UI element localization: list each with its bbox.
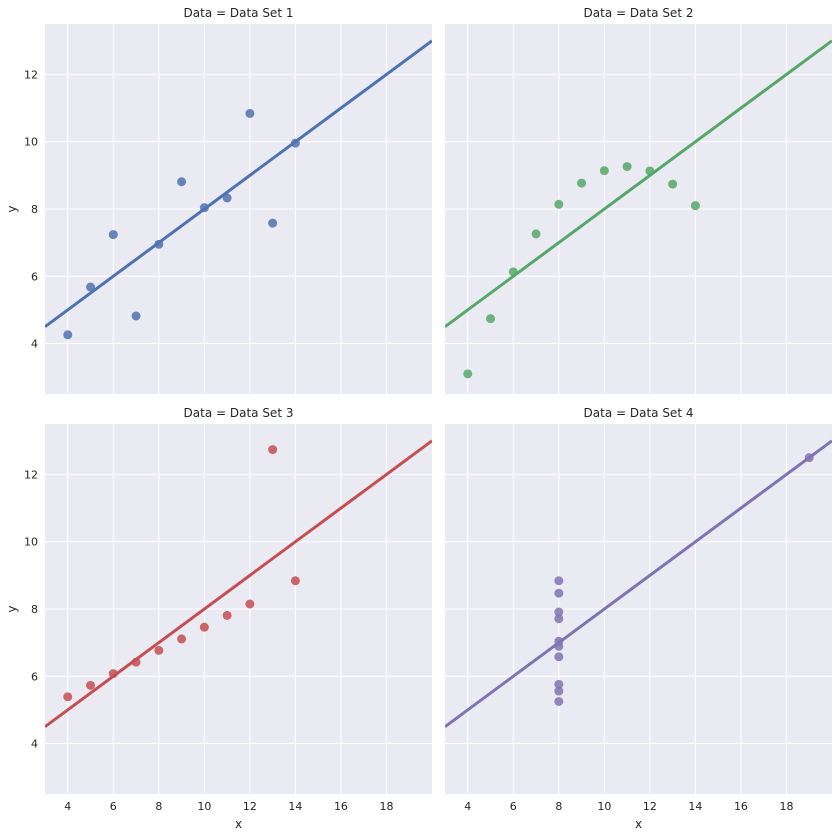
y-axis-label: y <box>5 205 19 212</box>
data-point <box>668 179 678 189</box>
x-tick-label: 8 <box>555 800 562 813</box>
data-point <box>108 669 118 679</box>
data-point <box>554 576 564 586</box>
x-tick-label: 10 <box>597 800 611 813</box>
y-tick-label: 10 <box>24 536 38 549</box>
x-tick-label: 16 <box>334 800 348 813</box>
data-point <box>554 686 564 696</box>
x-tick-label: 12 <box>643 800 657 813</box>
data-point <box>531 229 541 239</box>
data-point <box>290 576 300 586</box>
data-point <box>108 230 118 240</box>
x-tick-label: 8 <box>155 800 162 813</box>
y-tick-label: 10 <box>24 136 38 149</box>
data-point <box>599 166 609 176</box>
data-point <box>199 203 209 213</box>
data-point <box>131 657 141 667</box>
x-tick-label: 4 <box>464 800 471 813</box>
data-point <box>577 178 587 188</box>
data-point <box>177 634 187 644</box>
facet-title: Data = Data Set 1 <box>184 6 294 20</box>
x-tick-label: 4 <box>64 800 71 813</box>
data-point <box>86 680 96 690</box>
y-tick-label: 8 <box>31 203 38 216</box>
y-tick-label: 8 <box>31 603 38 616</box>
data-point <box>554 679 564 689</box>
data-point <box>486 314 496 324</box>
y-tick-label: 6 <box>31 670 38 683</box>
data-point <box>554 614 564 624</box>
data-point <box>690 201 700 211</box>
facet-title: Data = Data Set 4 <box>584 406 694 420</box>
facet-panel-1: Data = Data Set 1 4 6 8 10 12 y <box>5 6 432 394</box>
facet-title: Data = Data Set 3 <box>184 406 294 420</box>
y-tick-label: 4 <box>31 738 38 751</box>
facet-panel-4: Data = Data Set 4 4 6 8 10 12 14 16 18 x <box>445 406 832 831</box>
data-point <box>804 453 814 463</box>
x-axis-label: x <box>635 817 642 831</box>
x-tick-label: 12 <box>243 800 257 813</box>
data-point <box>554 588 564 598</box>
regression-line <box>45 39 432 328</box>
data-point <box>268 445 278 455</box>
x-axis-label: x <box>235 817 242 831</box>
data-point <box>554 607 564 617</box>
regression-line <box>45 439 432 728</box>
data-point <box>63 330 73 340</box>
y-tick-label: 12 <box>24 68 38 81</box>
data-point <box>463 369 473 379</box>
data-point <box>86 282 96 292</box>
data-point <box>645 166 655 176</box>
y-axis-label: y <box>5 605 19 612</box>
regression-line <box>445 39 832 328</box>
x-tick-label: 10 <box>197 800 211 813</box>
data-point <box>290 138 300 148</box>
y-tick-label: 6 <box>31 270 38 283</box>
data-point <box>508 267 518 277</box>
y-tick-label: 4 <box>31 338 38 351</box>
data-point <box>554 652 564 662</box>
data-point <box>554 641 564 651</box>
data-point <box>199 622 209 632</box>
data-point <box>245 108 255 118</box>
x-tick-label: 18 <box>379 800 393 813</box>
x-tick-label: 14 <box>688 800 702 813</box>
data-point <box>154 645 164 655</box>
regression-line <box>445 439 832 728</box>
x-tick-label: 14 <box>288 800 302 813</box>
facet-panel-3: Data = Data Set 3 4 6 8 10 12 4 6 8 10 12 14 16 18 y x <box>5 406 432 831</box>
data-point <box>245 599 255 609</box>
facet-panel-2: Data = Data Set 2 <box>445 6 832 394</box>
x-tick-label: 6 <box>110 800 117 813</box>
data-point <box>154 239 164 249</box>
data-point <box>268 218 278 228</box>
x-tick-label: 6 <box>510 800 517 813</box>
x-tick-label: 18 <box>779 800 793 813</box>
data-point <box>177 177 187 187</box>
data-point <box>63 692 73 702</box>
y-tick-label: 12 <box>24 468 38 481</box>
data-point <box>222 610 232 620</box>
facet-title: Data = Data Set 2 <box>584 6 694 20</box>
x-tick-label: 16 <box>734 800 748 813</box>
data-point <box>554 697 564 706</box>
data-point <box>131 311 141 321</box>
data-point <box>622 162 632 172</box>
data-point <box>222 193 232 203</box>
data-point <box>554 199 564 209</box>
